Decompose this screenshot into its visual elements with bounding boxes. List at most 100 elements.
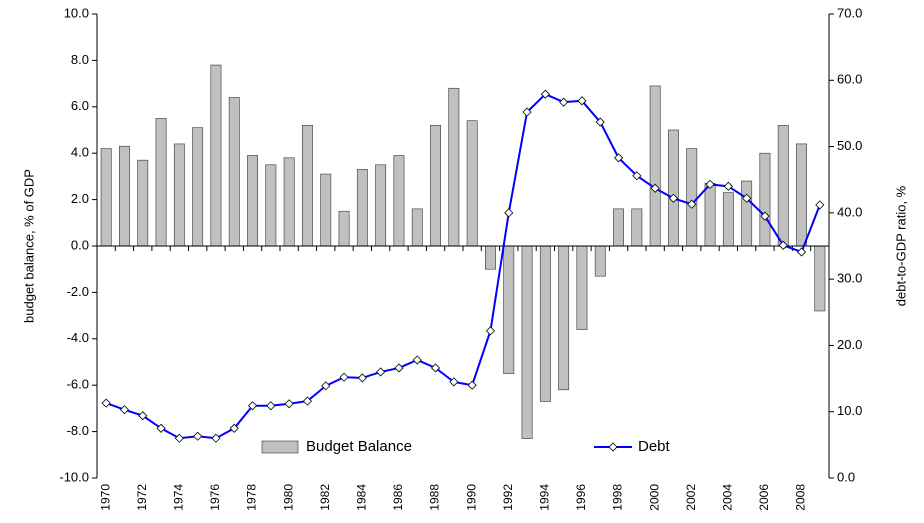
marker bbox=[467, 380, 477, 390]
x-tick-label: 1984 bbox=[355, 484, 369, 511]
bar bbox=[777, 125, 789, 247]
bar bbox=[320, 173, 332, 247]
marker bbox=[650, 183, 660, 193]
legend-label: Budget Balance bbox=[306, 438, 412, 455]
marker bbox=[705, 179, 715, 189]
bar bbox=[759, 152, 771, 247]
marker bbox=[412, 355, 422, 365]
y2-tick-label: 60.0 bbox=[837, 72, 862, 87]
y-tick-label: 8.0 bbox=[71, 52, 89, 67]
bar bbox=[521, 245, 533, 439]
marker bbox=[595, 117, 605, 127]
y-tick-label: -4.0 bbox=[67, 330, 89, 345]
marker bbox=[815, 200, 825, 210]
y2-tick-label: 50.0 bbox=[837, 138, 862, 153]
marker bbox=[376, 367, 386, 377]
marker bbox=[357, 373, 367, 383]
x-tick-label: 1978 bbox=[245, 484, 259, 511]
marker bbox=[174, 433, 184, 443]
y2-tick-label: 30.0 bbox=[837, 271, 862, 286]
x-tick-label: 1976 bbox=[208, 484, 222, 511]
marker bbox=[668, 193, 679, 203]
marker bbox=[760, 211, 770, 221]
marker bbox=[687, 199, 697, 209]
y2-tick-label: 20.0 bbox=[837, 337, 862, 352]
x-tick-label: 2000 bbox=[647, 484, 661, 511]
x-tick-label: 1994 bbox=[538, 484, 552, 511]
marker bbox=[247, 401, 258, 411]
marker bbox=[119, 405, 130, 415]
marker bbox=[394, 363, 404, 373]
y2-tick-label: 10.0 bbox=[837, 403, 862, 418]
bar bbox=[338, 210, 350, 247]
marker bbox=[485, 326, 496, 336]
y-tick-label: 0.0 bbox=[71, 237, 89, 252]
marker bbox=[321, 381, 331, 391]
y2-axis-label: debt-to-GDP ratio, % bbox=[893, 185, 908, 306]
marker bbox=[156, 423, 166, 433]
x-tick-label: 1982 bbox=[318, 484, 332, 511]
y-tick-label: 6.0 bbox=[71, 98, 89, 113]
bar bbox=[668, 129, 679, 247]
bar bbox=[192, 127, 204, 247]
marker bbox=[632, 171, 642, 181]
x-tick-label: 1996 bbox=[574, 484, 588, 511]
y2-tick-label: 40.0 bbox=[837, 204, 862, 219]
bar bbox=[613, 208, 624, 247]
marker bbox=[430, 363, 441, 373]
x-tick-label: 1970 bbox=[98, 484, 112, 511]
bar bbox=[503, 245, 515, 374]
bar bbox=[539, 245, 551, 402]
marker bbox=[577, 96, 587, 106]
legend-marker bbox=[608, 442, 618, 452]
x-tick-label: 1974 bbox=[172, 484, 186, 511]
bar bbox=[594, 245, 606, 277]
x-tick-label: 1988 bbox=[428, 484, 442, 511]
bar bbox=[649, 85, 661, 247]
marker bbox=[101, 398, 111, 408]
bar bbox=[356, 169, 368, 247]
x-tick-label: 1986 bbox=[391, 484, 405, 511]
line bbox=[105, 93, 821, 440]
x-tick-label: 2008 bbox=[794, 484, 808, 511]
bar bbox=[466, 120, 478, 247]
x-tick-label: 1990 bbox=[464, 484, 478, 511]
bar bbox=[228, 97, 240, 247]
bar bbox=[119, 145, 130, 247]
bar bbox=[631, 208, 643, 247]
marker bbox=[522, 107, 532, 117]
y-tick-label: -6.0 bbox=[67, 377, 89, 392]
marker bbox=[540, 89, 550, 99]
bar bbox=[393, 155, 405, 247]
bar bbox=[796, 143, 807, 247]
marker bbox=[302, 396, 313, 406]
marker bbox=[266, 401, 276, 411]
y-tick-label: -8.0 bbox=[67, 423, 89, 438]
bar bbox=[686, 148, 698, 247]
marker bbox=[211, 433, 221, 443]
bar bbox=[375, 164, 387, 247]
marker bbox=[613, 153, 624, 163]
y2-tick-label: 70.0 bbox=[837, 5, 862, 20]
y-tick-label: 10.0 bbox=[64, 5, 89, 20]
y-axis-label: budget balance, % of GDP bbox=[21, 169, 36, 323]
x-tick-label: 1998 bbox=[611, 484, 625, 511]
bar bbox=[704, 183, 716, 247]
x-tick-label: 1992 bbox=[501, 484, 515, 511]
x-tick-label: 2002 bbox=[684, 484, 698, 511]
marker bbox=[138, 411, 148, 421]
y-tick-label: -10.0 bbox=[59, 469, 89, 484]
y-tick-label: 2.0 bbox=[71, 191, 89, 206]
marker bbox=[796, 247, 807, 257]
y2-tick-label: 0.0 bbox=[837, 469, 855, 484]
bar bbox=[302, 125, 313, 247]
bar bbox=[722, 192, 734, 247]
bar bbox=[741, 180, 753, 247]
bar bbox=[283, 157, 295, 247]
bar bbox=[485, 245, 496, 270]
marker bbox=[339, 372, 349, 382]
marker bbox=[723, 181, 733, 191]
bar bbox=[265, 164, 277, 247]
marker bbox=[193, 431, 203, 441]
bar bbox=[448, 87, 460, 247]
